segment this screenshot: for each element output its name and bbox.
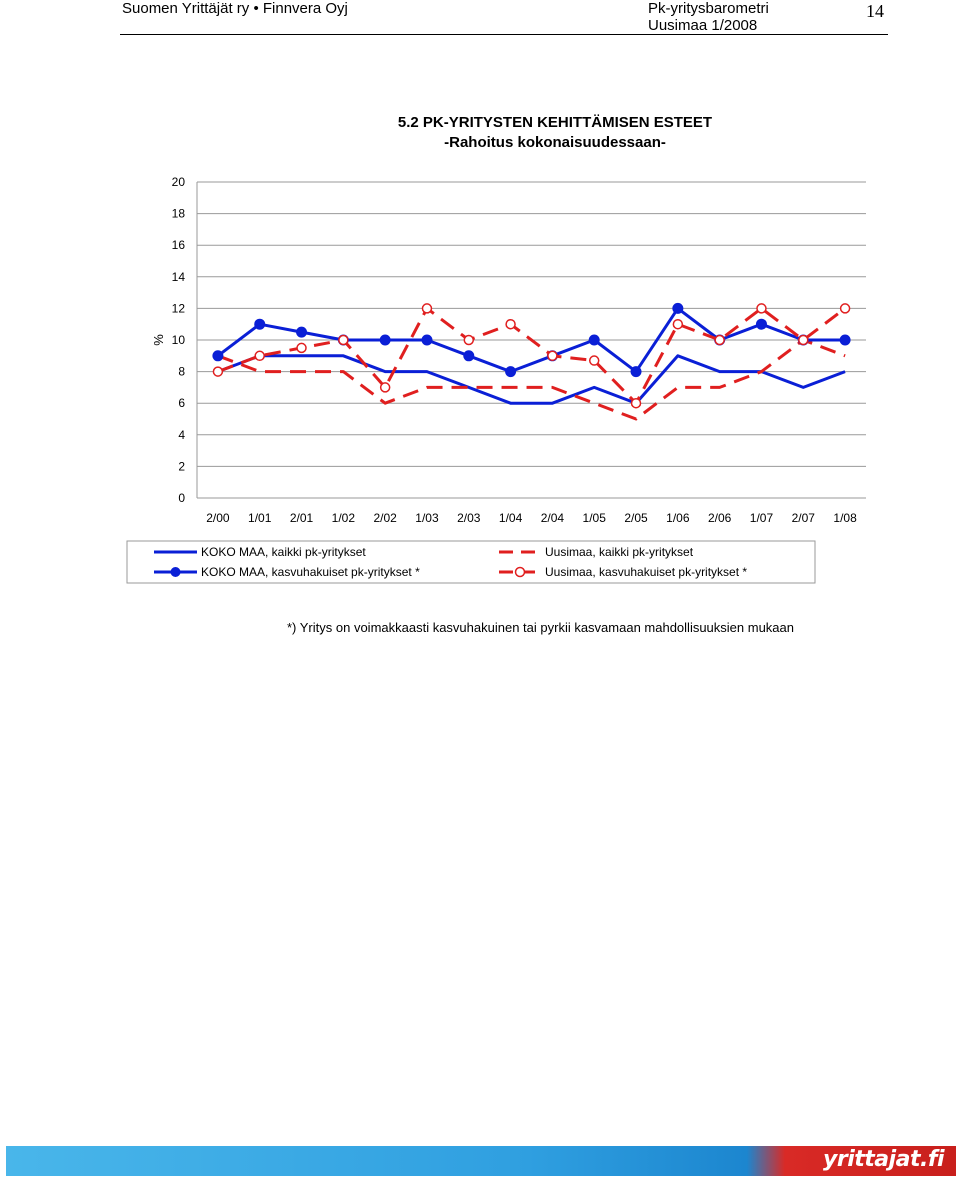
x-tick-label: 1/03 [415,511,439,525]
x-tick-label: 2/02 [373,511,397,525]
x-tick-label: 1/01 [248,511,272,525]
x-tick-label: 1/06 [666,511,690,525]
legend-entry-label: KOKO MAA, kasvuhakuiset pk-yritykset * [201,565,420,579]
data-point-marker [421,334,433,346]
data-point-marker [588,334,600,346]
data-point-marker [505,318,516,330]
data-point-marker [505,366,517,378]
data-point-marker [756,303,767,314]
chart-subtitle: -Rahoitus kokonaisuudessaan- [444,134,666,151]
footer-band: yrittajat.fi [6,1146,956,1176]
page-number: 14 [866,1,884,21]
series-line-1 [217,354,846,405]
header-report-edition: Uusimaa 1/2008 [648,17,758,34]
y-tick-label: 20 [172,175,186,189]
x-tick-label: 2/07 [792,511,816,525]
data-point-marker [839,303,851,314]
data-point-marker [379,334,391,346]
data-point-marker [379,382,391,393]
data-point-marker [254,318,266,330]
data-point-marker [463,334,475,346]
legend-entry-label: Uusimaa, kaikki pk-yritykset [545,545,694,559]
y-tick-label: 0 [178,491,185,505]
data-point-marker [630,397,642,409]
y-tick-label: 14 [172,270,186,284]
data-point-marker [296,342,307,354]
data-point-marker [672,302,684,314]
y-tick-label: 12 [172,301,186,315]
data-point-marker [296,326,308,338]
series-line-2 [217,306,846,374]
y-tick-label: 18 [172,207,186,221]
x-tick-label: 1/08 [833,511,857,525]
y-tick-label: 16 [172,238,186,252]
data-point-marker [547,350,558,362]
y-tick-label: 10 [172,333,186,347]
data-point-marker [714,334,725,346]
series-line-4 [217,306,846,405]
data-point-marker [755,318,767,330]
data-point-marker [798,334,809,346]
data-point-marker [672,318,684,330]
footer-logo: yrittajat.fi [823,1147,944,1172]
x-tick-label: 2/00 [206,511,230,525]
legend-entry-label: KOKO MAA, kaikki pk-yritykset [201,545,366,559]
series-line-3 [217,338,846,421]
data-point-marker [421,303,433,314]
x-tick-label: 1/07 [750,511,774,525]
data-point-marker [254,350,265,362]
x-tick-label: 1/02 [332,511,356,525]
data-point-marker [630,366,642,378]
header-right-block: Pk-yritysbarometri Uusimaa 1/2008 [648,0,769,34]
line-chart: 0 2 4 6 8 10 12 14 16 18 20% 2/00 1/01 2/01 1/02 2/02 1/… [126,175,866,584]
header-report-name: Pk-yritysbarometri [648,0,769,17]
y-tick-label: 6 [178,396,185,410]
legend-swatch-marker [514,566,526,578]
x-tick-label: 2/03 [457,511,481,525]
x-tick-label: 1/05 [583,511,607,525]
data-point-marker [338,334,349,346]
x-tick-label: 2/05 [624,511,648,525]
y-axis-label: % [151,334,166,346]
x-tick-label: 2/06 [708,511,732,525]
y-tick-label: 2 [178,459,185,473]
legend-entry-label: Uusimaa, kasvuhakuiset pk-yritykset * [545,565,747,579]
header-left-text: Suomen Yrittäjät ry • Finnvera Oyj [122,0,348,17]
x-tick-label: 2/04 [541,511,565,525]
y-tick-label: 8 [178,365,185,379]
legend-box [126,540,816,584]
x-tick-label: 1/04 [499,511,523,525]
data-point-marker [212,350,224,362]
footnote: *) Yritys on voimakkaasti kasvuhakuinen … [287,620,794,635]
data-point-marker [212,366,224,377]
header-divider [120,34,888,35]
legend-swatch-marker [170,567,181,577]
data-point-marker [463,350,475,362]
x-tick-label: 2/01 [290,511,314,525]
data-point-marker [588,355,600,366]
y-tick-label: 4 [178,428,185,442]
data-point-marker [839,334,851,346]
chart-title: 5.2 PK-YRITYSTEN KEHITTÄMISEN ESTEET [397,114,713,131]
